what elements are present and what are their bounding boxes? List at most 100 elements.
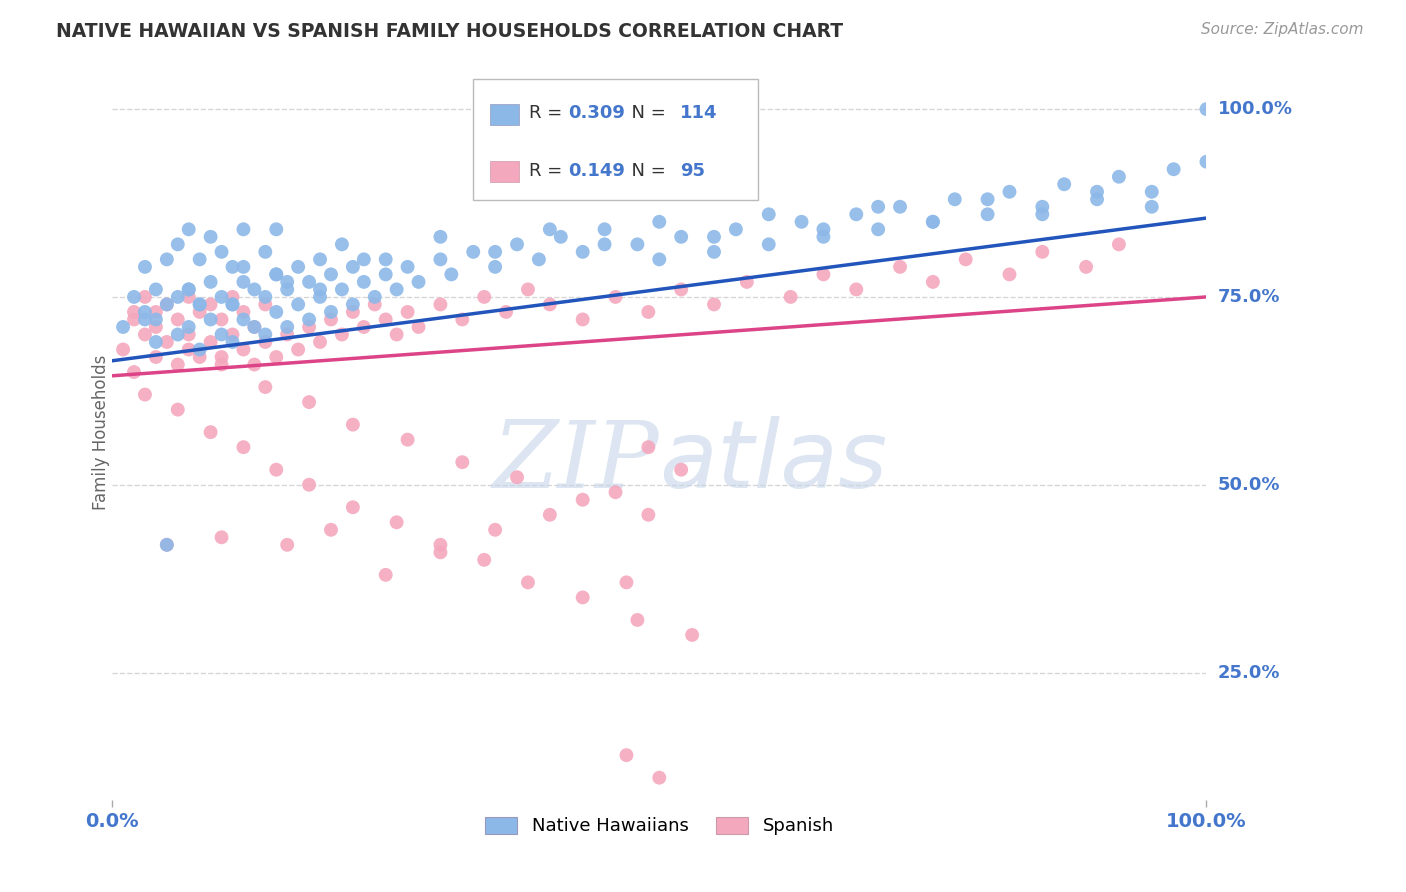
Text: Source: ZipAtlas.com: Source: ZipAtlas.com xyxy=(1201,22,1364,37)
Point xyxy=(1140,185,1163,199)
Point xyxy=(1053,178,1076,192)
Point xyxy=(813,230,835,244)
Point xyxy=(276,320,298,334)
Point xyxy=(330,237,353,252)
Point xyxy=(1140,200,1163,214)
Point xyxy=(276,282,298,296)
Text: 114: 114 xyxy=(681,104,717,122)
Point xyxy=(724,222,747,236)
Point xyxy=(145,350,167,364)
Point xyxy=(593,222,616,236)
Point xyxy=(429,297,451,311)
Point xyxy=(254,290,277,304)
Point xyxy=(385,282,408,296)
Point xyxy=(243,320,266,334)
Point xyxy=(790,215,813,229)
Point xyxy=(177,320,200,334)
Legend: Native Hawaiians, Spanish: Native Hawaiians, Spanish xyxy=(485,816,834,836)
Point xyxy=(254,380,277,394)
Point xyxy=(134,327,156,342)
Point xyxy=(211,244,233,259)
Point xyxy=(156,252,179,267)
Point xyxy=(637,440,659,454)
Point xyxy=(232,312,254,326)
Point xyxy=(637,305,659,319)
Point xyxy=(309,334,332,349)
Point xyxy=(451,455,474,469)
Point xyxy=(264,350,287,364)
Point xyxy=(1031,207,1053,221)
Point xyxy=(813,222,835,236)
Point xyxy=(177,327,200,342)
Point xyxy=(243,320,266,334)
Point xyxy=(637,508,659,522)
Point xyxy=(200,275,222,289)
Text: 0.149: 0.149 xyxy=(568,161,626,179)
Point xyxy=(287,260,309,274)
Point xyxy=(298,312,321,326)
Point xyxy=(921,215,943,229)
Point xyxy=(484,244,506,259)
FancyBboxPatch shape xyxy=(489,161,519,182)
Point xyxy=(484,523,506,537)
Point xyxy=(319,268,342,282)
Point xyxy=(221,334,243,349)
Point xyxy=(429,230,451,244)
Text: N =: N = xyxy=(620,161,672,179)
Point xyxy=(538,297,561,311)
Point xyxy=(374,567,396,582)
Point xyxy=(221,327,243,342)
Text: R =: R = xyxy=(529,161,568,179)
Point xyxy=(374,252,396,267)
Point xyxy=(298,477,321,491)
Point xyxy=(396,433,419,447)
Point xyxy=(484,260,506,274)
Point xyxy=(122,312,145,326)
Point xyxy=(166,358,188,372)
Point xyxy=(681,628,703,642)
Text: 95: 95 xyxy=(681,161,704,179)
Text: 100.0%: 100.0% xyxy=(1218,100,1292,118)
Point xyxy=(298,320,321,334)
Point xyxy=(1108,237,1130,252)
Point xyxy=(112,343,135,357)
Point xyxy=(921,215,943,229)
Point xyxy=(211,530,233,544)
Point xyxy=(342,417,364,432)
Point xyxy=(472,290,495,304)
Point xyxy=(408,275,430,289)
Point xyxy=(703,230,725,244)
Point xyxy=(396,260,419,274)
Point xyxy=(868,222,890,236)
Text: 75.0%: 75.0% xyxy=(1218,288,1279,306)
Point xyxy=(463,244,485,259)
Text: NATIVE HAWAIIAN VS SPANISH FAMILY HOUSEHOLDS CORRELATION CHART: NATIVE HAWAIIAN VS SPANISH FAMILY HOUSEH… xyxy=(56,22,844,41)
Point xyxy=(364,290,387,304)
Point xyxy=(342,297,364,311)
Point xyxy=(353,320,375,334)
Point xyxy=(353,252,375,267)
Point xyxy=(1085,185,1108,199)
Point xyxy=(408,320,430,334)
Point xyxy=(232,305,254,319)
Point xyxy=(889,260,911,274)
Point xyxy=(330,282,353,296)
Point xyxy=(1031,244,1053,259)
Point xyxy=(177,222,200,236)
Point xyxy=(112,320,135,334)
Point xyxy=(538,508,561,522)
Point xyxy=(571,312,593,326)
Point xyxy=(145,305,167,319)
Point xyxy=(353,275,375,289)
Point xyxy=(200,297,222,311)
Text: N =: N = xyxy=(620,104,672,122)
Point xyxy=(1195,154,1218,169)
Point xyxy=(276,327,298,342)
Point xyxy=(166,312,188,326)
Point xyxy=(232,275,254,289)
Point xyxy=(156,297,179,311)
Text: 0.309: 0.309 xyxy=(568,104,626,122)
Point xyxy=(211,290,233,304)
Point xyxy=(779,290,801,304)
Text: ZIP: ZIP xyxy=(492,417,659,507)
